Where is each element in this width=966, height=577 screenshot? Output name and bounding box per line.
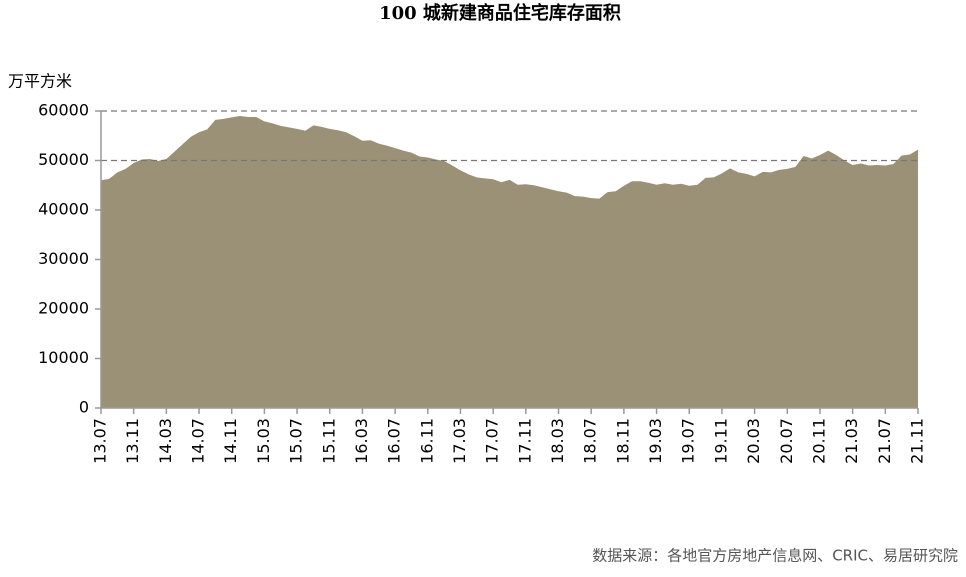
- y-tick-label: 40000: [38, 200, 89, 219]
- x-tick-label: 17.11: [515, 418, 534, 464]
- x-tick-label: 21.11: [908, 418, 927, 464]
- x-tick-label: 20.07: [777, 418, 796, 464]
- area: [101, 115, 918, 408]
- y-tick-label: 0: [79, 398, 89, 417]
- x-tick-label: 14.07: [189, 418, 208, 464]
- x-tick-label: 14.03: [156, 418, 175, 464]
- x-tick-label: 13.11: [123, 418, 142, 464]
- y-axis-label: 万平方米: [8, 72, 72, 91]
- x-tick-label: 15.03: [254, 418, 273, 464]
- x-tick-label: 13.07: [91, 418, 110, 464]
- x-tick-label: 18.07: [581, 418, 600, 464]
- x-tick-label: 15.11: [319, 418, 338, 464]
- x-tick-label: 18.03: [548, 418, 567, 464]
- x-tick-label: 16.07: [385, 418, 404, 464]
- chart-title: 100 城新建商品住宅库存面积: [379, 2, 621, 24]
- x-tick-label: 17.07: [483, 418, 502, 464]
- x-tick-label: 20.03: [744, 418, 763, 464]
- x-tick-label: 14.11: [221, 418, 240, 464]
- x-tick-label: 21.07: [875, 418, 894, 464]
- y-tick-label: 10000: [38, 348, 89, 367]
- x-tick-label: 19.11: [711, 418, 730, 464]
- x-tick-label: 19.03: [646, 418, 665, 464]
- x-tick-label: 16.11: [417, 418, 436, 464]
- x-tick-label: 20.11: [809, 418, 828, 464]
- x-tick-label: 21.03: [842, 418, 861, 464]
- x-tick-label: 18.11: [613, 418, 632, 464]
- y-tick-label: 20000: [38, 299, 89, 318]
- y-tick-label: 50000: [38, 150, 89, 169]
- x-tick-label: 19.07: [679, 418, 698, 464]
- x-tick-label: 15.07: [287, 418, 306, 464]
- source-note: 数据来源：各地官方房地产信息网、CRIC、易居研究院: [592, 547, 958, 565]
- y-tick-label: 60000: [38, 101, 89, 120]
- y-tick-label: 30000: [38, 249, 89, 268]
- x-tick-label: 17.03: [450, 418, 469, 464]
- x-tick-label: 16.03: [352, 418, 371, 464]
